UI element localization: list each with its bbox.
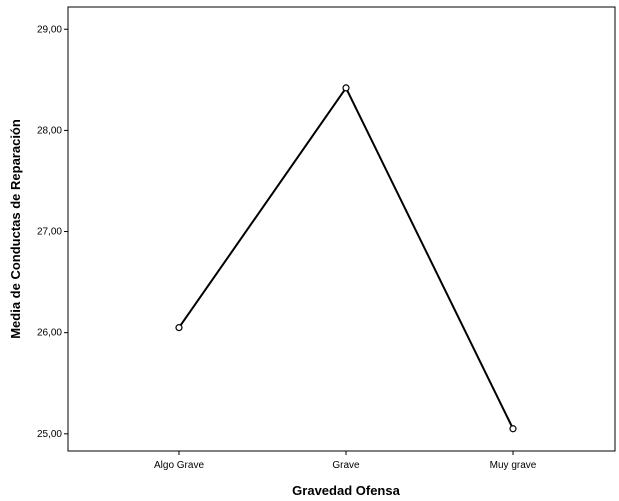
y-tick-label: 28,00 — [37, 125, 62, 136]
x-tick-label: Grave — [332, 460, 360, 471]
data-point — [175, 324, 183, 332]
y-axis-title: Media de Conductas de Reparación — [8, 119, 23, 339]
y-tick-label: 25,00 — [37, 429, 62, 440]
x-axis: Algo Grave Grave Muy grave — [154, 451, 537, 471]
y-axis: 25,00 26,00 27,00 28,00 29,00 — [37, 24, 68, 440]
x-axis-title: Gravedad Ofensa — [292, 483, 400, 498]
y-tick-label: 27,00 — [37, 227, 62, 238]
x-tick-label: Muy grave — [490, 460, 537, 471]
data-point — [342, 84, 350, 92]
plot-frame — [67, 6, 616, 452]
y-tick-label: 29,00 — [37, 24, 62, 35]
x-tick-label: Algo Grave — [154, 460, 204, 471]
data-point — [509, 425, 517, 433]
series-layer — [175, 84, 517, 433]
y-tick-label: 26,00 — [37, 328, 62, 339]
